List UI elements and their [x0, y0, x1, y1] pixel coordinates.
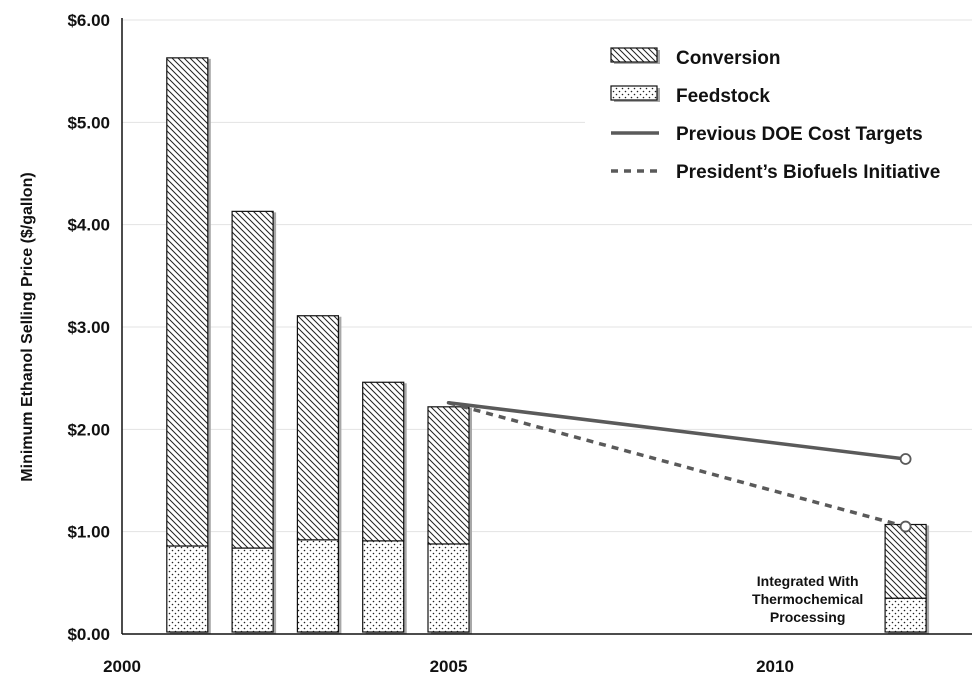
y-tick-label: $1.00	[67, 523, 110, 542]
target-line	[448, 401, 907, 529]
bar-group	[427, 406, 472, 634]
legend-swatch	[610, 85, 658, 101]
bar-group	[884, 523, 930, 634]
bar-conversion	[427, 406, 470, 545]
line-endpoint-marker	[899, 453, 912, 465]
annotation-line: Integrated With	[757, 573, 859, 589]
bar-feedstock	[427, 543, 470, 633]
y-axis-title: Minimum Ethanol Selling Price ($/gallon)	[19, 172, 36, 481]
legend-label: Feedstock	[676, 86, 770, 107]
bar-conversion	[231, 210, 274, 549]
x-tick-label: 2010	[756, 657, 794, 676]
x-tick-label: 2005	[430, 657, 468, 676]
bar-conversion	[166, 57, 209, 547]
bar-feedstock	[884, 597, 927, 633]
bars	[166, 57, 930, 634]
y-tick-label: $0.00	[67, 625, 110, 644]
bar-conversion	[884, 523, 927, 599]
line-endpoint-marker	[899, 520, 912, 533]
legend-box	[585, 38, 972, 213]
bar-conversion	[362, 381, 405, 542]
bar-group	[231, 210, 277, 634]
y-tick-label: $6.00	[67, 11, 110, 30]
annotation: Integrated With Thermochemical Processing	[752, 573, 863, 625]
bar-feedstock	[362, 540, 405, 633]
bar-group	[296, 315, 342, 634]
x-tick-label: 2000	[103, 657, 141, 676]
legend-swatch	[610, 47, 658, 63]
bar-feedstock	[231, 547, 274, 633]
y-tick-label: $3.00	[67, 318, 110, 337]
annotation-line: Thermochemical	[752, 591, 863, 607]
bar-feedstock	[296, 539, 339, 633]
legend-label: Previous DOE Cost Targets	[676, 124, 923, 145]
y-tick-label: $5.00	[67, 113, 110, 132]
target-line	[446, 400, 908, 461]
bar-feedstock	[166, 545, 209, 633]
bar-group	[362, 381, 407, 634]
annotation-line: Processing	[770, 609, 845, 625]
target-lines	[446, 400, 912, 533]
legend-label: President’s Biofuels Initiative	[676, 162, 940, 183]
y-tick-label: $4.00	[67, 216, 110, 235]
y-tick-label: $2.00	[67, 420, 110, 439]
bar-group	[166, 57, 211, 634]
axes: $0.00 $1.00 $2.00 $3.00 $4.00 $5.00 $6.00 2000 2…	[19, 11, 972, 676]
legend: Conversion Feedstock Previous DOE Cost Tar…	[585, 38, 972, 213]
legend-label: Conversion	[676, 48, 781, 69]
bar-conversion	[296, 315, 339, 541]
